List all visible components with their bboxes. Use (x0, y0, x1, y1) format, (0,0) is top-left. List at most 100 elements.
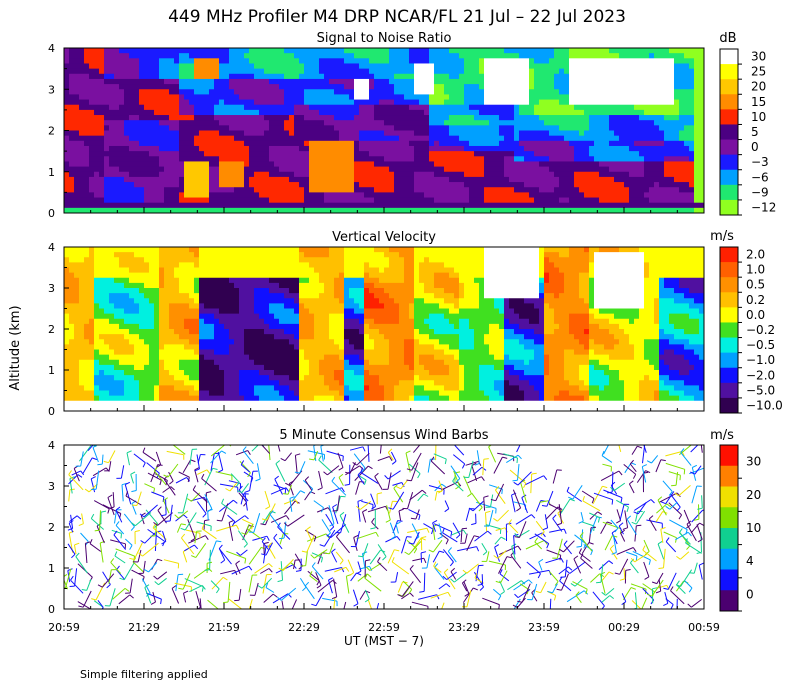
heatmap-cell (124, 130, 130, 137)
heatmap-cell (64, 187, 70, 193)
heatmap-cell (109, 334, 115, 340)
heatmap-cell (79, 293, 85, 299)
heatmap-cell (634, 73, 640, 80)
heatmap-cell (254, 84, 260, 90)
heatmap-cell (189, 344, 195, 351)
heatmap-cell (184, 197, 190, 204)
heatmap-cell (359, 145, 365, 152)
heatmap-cell (429, 130, 435, 137)
heatmap-cell (184, 202, 190, 209)
heatmap-cell (99, 390, 105, 397)
heatmap-cell (124, 109, 130, 116)
heatmap-cell (274, 197, 280, 204)
heatmap-cell (84, 298, 90, 304)
heatmap-cell (74, 176, 80, 183)
heatmap-cell (359, 115, 365, 121)
heatmap-cell (69, 247, 75, 253)
heatmap-cell (299, 202, 305, 209)
heatmap-cell (374, 94, 380, 101)
heatmap-cell (319, 63, 325, 70)
heatmap-cell (539, 166, 545, 173)
heatmap-cell (529, 135, 535, 142)
heatmap-cell (524, 166, 530, 173)
heatmap-cell (534, 115, 540, 121)
heatmap-cell (179, 130, 185, 137)
heatmap-cell (124, 405, 130, 411)
heatmap-cell (484, 171, 490, 178)
heatmap-cell (259, 99, 265, 106)
y-tick-label: 0 (48, 207, 55, 220)
heatmap-cell (569, 89, 575, 96)
heatmap-cell (459, 187, 465, 193)
heatmap-cell (409, 202, 415, 209)
heatmap-cell (139, 334, 145, 340)
heatmap-cell (124, 171, 130, 178)
heatmap-cell (484, 48, 490, 54)
heatmap-cell (454, 68, 460, 75)
heatmap-cell (64, 78, 70, 85)
heatmap-cell (459, 166, 465, 173)
heatmap-cell (304, 171, 310, 178)
heatmap-cell (144, 166, 150, 173)
heatmap-cell (224, 125, 230, 132)
heatmap-cell (214, 202, 220, 209)
heatmap-cell (274, 187, 280, 193)
heatmap-cell (319, 84, 325, 90)
heatmap-cell (119, 272, 125, 279)
heatmap-cell (64, 166, 70, 173)
heatmap-cell (534, 202, 540, 209)
heatmap-cell (539, 94, 545, 101)
heatmap-cell (564, 202, 570, 209)
heatmap-cell (79, 84, 85, 90)
heatmap-cell (179, 277, 185, 284)
heatmap-cell (304, 109, 310, 116)
heatmap-cell (644, 207, 650, 213)
heatmap-cell (559, 187, 565, 193)
heatmap-cell (194, 53, 200, 59)
heatmap-cell (289, 197, 295, 204)
heatmap-cell (344, 120, 350, 126)
heatmap-cell (659, 104, 665, 111)
heatmap-cell (159, 390, 165, 397)
heatmap-cell (484, 115, 490, 121)
heatmap-cell (419, 120, 425, 126)
heatmap-cell (234, 140, 240, 147)
heatmap-cell (624, 125, 630, 132)
heatmap-cell (184, 395, 190, 402)
heatmap-cell (134, 166, 140, 173)
heatmap-cell (164, 125, 170, 132)
heatmap-cell (144, 298, 150, 304)
heatmap-cell (104, 313, 110, 320)
heatmap-cell (359, 84, 365, 90)
heatmap-cell (294, 68, 300, 75)
heatmap-cell (279, 130, 285, 137)
heatmap-cell (499, 161, 505, 168)
heatmap-cell (119, 323, 125, 330)
heatmap-cell (109, 329, 115, 335)
heatmap-cell (469, 68, 475, 75)
heatmap-cell (514, 125, 520, 132)
colorbar-label: −9 (751, 185, 769, 199)
heatmap-cell (179, 354, 185, 361)
heatmap-cell (429, 197, 435, 204)
heatmap-cell (684, 145, 690, 152)
heatmap-cell (129, 125, 135, 132)
heatmap-cell (639, 78, 645, 85)
heatmap-cell (119, 207, 125, 213)
heatmap-cell (184, 293, 190, 299)
heatmap-cell (419, 166, 425, 173)
heatmap-cell (134, 140, 140, 147)
heatmap-cell (659, 115, 665, 121)
heatmap-cell (129, 207, 135, 213)
heatmap-cell (594, 89, 600, 96)
heatmap-cell (129, 145, 135, 152)
heatmap-cell (379, 48, 385, 54)
heatmap-cell (134, 370, 140, 376)
heatmap-cell (179, 395, 185, 402)
snr-panel-title: Signal to Noise Ratio (317, 31, 452, 46)
heatmap-cell (634, 207, 640, 213)
heatmap-cell (94, 375, 100, 381)
heatmap-cell (694, 115, 700, 121)
heatmap-cell (194, 78, 200, 85)
heatmap-cell (169, 329, 175, 335)
